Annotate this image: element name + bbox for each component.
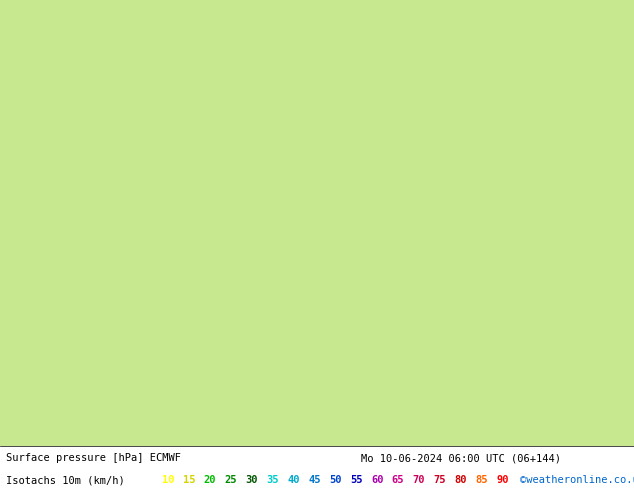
Text: 40: 40 [287, 475, 300, 485]
Text: 50: 50 [329, 475, 342, 485]
Text: 85: 85 [476, 475, 488, 485]
Text: Mo 10-06-2024 06:00 UTC (06+144): Mo 10-06-2024 06:00 UTC (06+144) [361, 453, 561, 463]
Text: 10: 10 [162, 475, 174, 485]
Text: 80: 80 [455, 475, 467, 485]
Text: 30: 30 [245, 475, 258, 485]
Text: 65: 65 [392, 475, 404, 485]
Text: 55: 55 [350, 475, 363, 485]
Text: Isotachs 10m (km/h): Isotachs 10m (km/h) [6, 475, 125, 485]
Text: Surface pressure [hPa] ECMWF: Surface pressure [hPa] ECMWF [6, 453, 181, 463]
Text: ©weatheronline.co.uk: ©weatheronline.co.uk [520, 475, 634, 485]
Text: 15: 15 [183, 475, 195, 485]
Text: 90: 90 [496, 475, 509, 485]
Text: 20: 20 [204, 475, 216, 485]
Text: 35: 35 [266, 475, 279, 485]
Text: 70: 70 [413, 475, 425, 485]
Text: 25: 25 [224, 475, 237, 485]
Text: 60: 60 [371, 475, 384, 485]
Text: 75: 75 [434, 475, 446, 485]
Text: 45: 45 [308, 475, 321, 485]
